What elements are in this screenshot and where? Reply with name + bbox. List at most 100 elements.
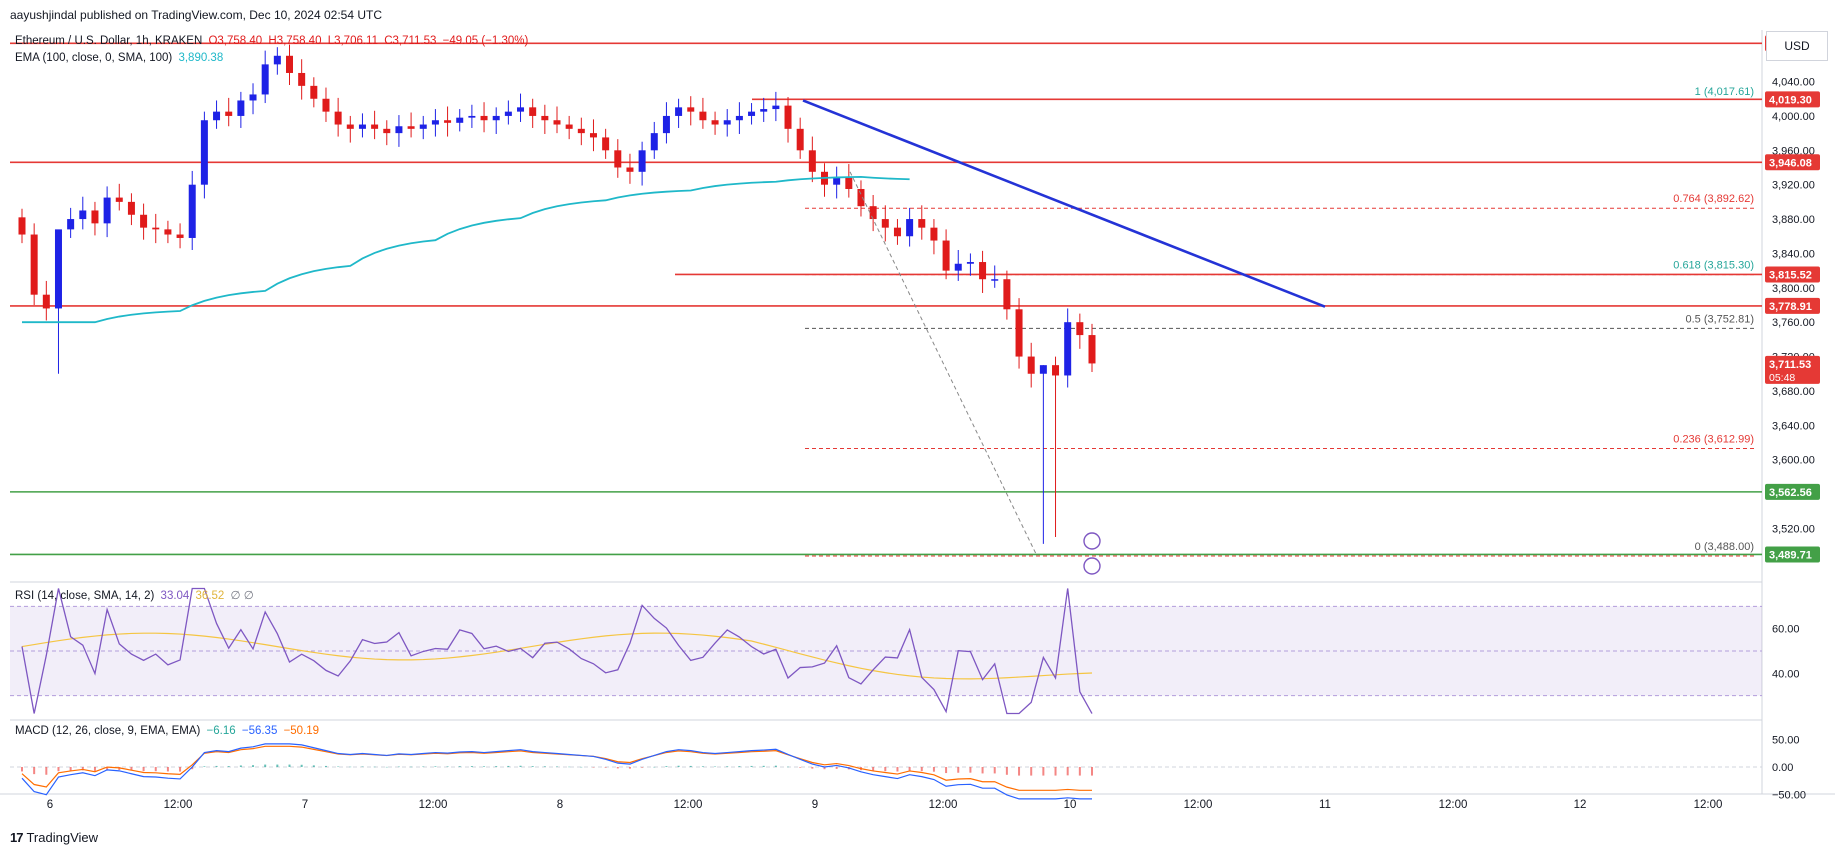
macd-hist-bar xyxy=(239,765,242,767)
candle-body xyxy=(845,177,853,189)
macd-hist-bar xyxy=(835,767,838,769)
candle-body xyxy=(188,184,196,238)
candle-body xyxy=(784,105,792,129)
candle-body xyxy=(930,227,938,241)
price-label-bg xyxy=(1765,546,1820,563)
candle-body xyxy=(456,117,464,123)
x-tick-label: 12 xyxy=(1574,799,1587,811)
candle-body xyxy=(1015,309,1023,357)
candle-body xyxy=(1039,365,1047,374)
candle-body xyxy=(383,128,391,134)
macd-label: MACD (12, 26, close, 9, EMA, EMA) xyxy=(15,725,201,737)
candle-body xyxy=(322,98,330,112)
price-label-countdown: 05:48 xyxy=(1769,372,1795,384)
x-tick-label: 7 xyxy=(302,799,308,811)
x-tick-label: 12:00 xyxy=(1439,799,1468,811)
lightning-marker-icon xyxy=(1083,557,1101,575)
candle-body xyxy=(492,115,500,121)
candle-body xyxy=(91,210,99,224)
currency-button[interactable]: USD xyxy=(1766,31,1828,61)
macd-hist-bar xyxy=(397,766,400,768)
candle-body xyxy=(286,55,293,73)
event-marker-icon xyxy=(1083,532,1101,550)
macd-hist-bar xyxy=(57,767,60,772)
trendline xyxy=(802,99,1326,308)
candle-body xyxy=(979,262,987,280)
candle-body xyxy=(675,107,683,116)
macd-hist-bar xyxy=(1018,767,1021,776)
candle-body xyxy=(468,115,476,118)
macd-hist-bar xyxy=(604,767,607,768)
y-tick-label: 3,680.00 xyxy=(1772,386,1815,398)
x-tick-label: 12:00 xyxy=(929,799,958,811)
macd-hist-bar xyxy=(811,767,814,769)
rsi-tick-label: 60.00 xyxy=(1772,624,1800,636)
ema-label: EMA (100, close, 0, SMA, 100) xyxy=(15,52,173,64)
macd-hist-bar xyxy=(410,766,413,768)
macd-hist-bar xyxy=(628,767,631,769)
macd-hist-bar xyxy=(908,767,911,771)
candle-body xyxy=(723,120,731,125)
candle-body xyxy=(225,111,233,116)
macd-hist-bar xyxy=(81,767,84,771)
macd-hist-bar xyxy=(203,766,206,767)
y-tick-label: 3,920.00 xyxy=(1772,180,1815,192)
fib-level-label: 1 (4,017.61) xyxy=(1695,86,1754,98)
macd-hist-bar xyxy=(592,767,595,768)
candle-body xyxy=(371,124,379,129)
price-pane[interactable]: 1 (4,017.61) 0.764 (3,892.62) 0.618 (3,815… xyxy=(10,42,1762,575)
macd-hist-bar xyxy=(154,767,157,772)
macd-hist-bar xyxy=(179,767,182,772)
macd-hist-bar xyxy=(872,767,875,771)
candle-body xyxy=(213,111,221,121)
ohlc-close: C3,711.53 xyxy=(384,35,437,47)
candle-body xyxy=(103,197,111,224)
candle-body xyxy=(237,100,245,116)
candle-body xyxy=(30,234,38,295)
ohlc-change: −49.05 (−1.30%) xyxy=(442,35,529,47)
tradingview-logo[interactable]: 17 TradingView xyxy=(10,830,98,845)
macd-hist-bar xyxy=(276,764,279,767)
price-label: 3,711.53 xyxy=(1769,359,1811,371)
macd-hist-bar xyxy=(568,766,571,768)
candle-body xyxy=(334,111,342,125)
macd-value: −56.35 xyxy=(241,725,278,737)
price-label: 3,946.08 xyxy=(1769,157,1812,169)
price-label-bg xyxy=(1765,91,1820,108)
macd-hist-bar xyxy=(33,767,36,775)
fib-level-label: 0 (3,488.00) xyxy=(1695,541,1754,553)
x-tick-label: 11 xyxy=(1319,799,1331,811)
candle-body xyxy=(164,229,172,235)
y-tick-label: 3,520.00 xyxy=(1772,523,1815,535)
macd-pane[interactable] xyxy=(10,743,1762,800)
macd-hist-bar xyxy=(361,766,364,768)
macd-hist-bar xyxy=(458,766,461,767)
x-tick-label: 12:00 xyxy=(1694,799,1723,811)
macd-hist-bar xyxy=(787,766,790,768)
candle-body xyxy=(298,72,306,86)
ohlc-open: O3,758.40 xyxy=(208,35,263,47)
macd-hist-bar xyxy=(616,767,619,769)
macd-hist-bar xyxy=(300,764,303,767)
macd-hist-bar xyxy=(1091,767,1093,776)
rsi-pane[interactable] xyxy=(10,587,1762,715)
candle-body xyxy=(1076,322,1084,336)
candle-body xyxy=(140,214,148,228)
macd-hist-bar xyxy=(93,767,96,771)
macd-hist-bar xyxy=(288,764,291,767)
candle-body xyxy=(346,124,354,129)
y-tick-label: 3,640.00 xyxy=(1772,420,1815,432)
candle-body xyxy=(395,126,403,134)
candle-body xyxy=(991,279,999,281)
y-tick-label: 3,760.00 xyxy=(1772,317,1815,329)
candle-body xyxy=(176,234,184,238)
macd-hist-bar xyxy=(774,765,777,767)
candle-body xyxy=(407,126,415,129)
candle-body xyxy=(504,111,512,116)
candle-body xyxy=(42,294,50,309)
y-tick-label: 3,880.00 xyxy=(1772,214,1815,226)
macd-hist-bar xyxy=(543,766,546,767)
candle-body xyxy=(869,206,877,220)
candle-body xyxy=(614,150,622,168)
